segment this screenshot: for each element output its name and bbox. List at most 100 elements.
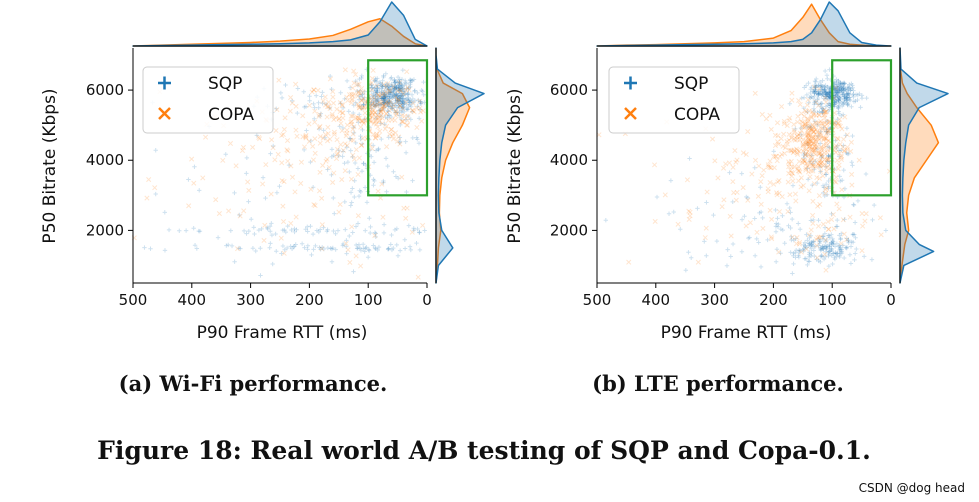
copa-point [806,138,812,144]
sqp-point [802,150,807,156]
sqp-point [310,185,316,190]
copa-point [381,103,387,109]
sqp-point [831,242,836,247]
copa-point [806,188,812,194]
sqp-point [704,200,709,205]
sqp-point [815,133,821,139]
copa-point [146,176,152,183]
sqp-point [820,87,825,92]
sqp-point [359,73,364,79]
sqp-point [415,90,420,96]
copa-point [802,159,808,165]
right-marginal-lte [899,47,949,284]
sqp-point [849,81,854,86]
sqp-point [385,101,390,106]
sqp-point [347,233,352,239]
sqp-point [186,177,191,182]
sqp-point [836,78,841,84]
sqp-point [823,245,829,250]
sqp-point [839,250,845,256]
sqp-point [864,95,869,101]
copa-point [817,125,823,131]
sqp-point [387,90,393,96]
sqp-point [292,229,297,235]
sqp-point [385,115,390,121]
sqp-point [838,96,843,102]
copa-point [805,139,811,145]
sqp-point [419,87,424,93]
sqp-point [837,233,842,238]
copa-point [308,186,314,192]
sqp-point [824,90,829,96]
copa-point [812,157,818,163]
sqp-point [757,210,762,216]
sqp-point [376,146,381,151]
copa-point [385,117,391,124]
copa-point [848,148,854,154]
sqp-point [821,190,826,196]
sqp-point [821,246,826,252]
sqp-point [387,90,393,95]
copa-point [343,241,349,247]
copa-point [789,97,795,103]
sqp-point [841,101,846,106]
sqp-point [344,145,349,150]
sqp-point [367,216,372,221]
copa-point [813,99,819,105]
sqp-point [382,100,387,105]
sqp-point [831,239,836,244]
copa-point [808,126,814,132]
sqp-point [343,227,348,232]
sqp-point [404,102,409,107]
sqp-point [373,115,379,121]
sqp-point [379,136,384,142]
sqp-point [402,237,408,242]
copa-point [805,97,811,103]
sqp-point [379,83,385,89]
copa-point [805,169,812,175]
sqp-point [362,89,367,94]
sqp-point [330,245,336,251]
sqp-point [826,127,832,132]
sqp-point [393,96,398,101]
sqp-point [390,105,395,110]
sqp-point [309,252,314,258]
sqp-point [845,97,850,103]
copa-point [811,144,818,150]
sqp-point [857,91,862,97]
sqp-point [400,102,405,107]
sqp-point [835,116,840,122]
sqp-point [810,161,815,166]
sqp-point [278,90,284,96]
sqp-point [375,98,381,104]
sqp-point [836,83,842,89]
sqp-point [376,108,382,113]
copa-point [806,132,812,138]
copa-point [377,195,384,201]
sqp-point [773,229,779,234]
copa-point [395,99,401,105]
sqp-point [838,246,843,252]
sqp-point [848,86,854,91]
copa-point [379,104,385,110]
sqp-point [784,201,790,206]
sqp-point [829,247,835,253]
copa-point [419,118,425,124]
sqp-point [807,259,812,264]
sqp-point [372,78,377,83]
sqp-point [311,247,316,252]
sqp-point [825,92,830,98]
sqp-point [351,103,356,108]
copa-point [824,150,830,156]
sqp-point [288,244,293,249]
sqp-point [823,90,828,95]
copa-point [800,124,806,130]
sqp-point [816,92,821,97]
copa-point [780,143,786,149]
sqp-point [400,97,406,103]
sqp-point [399,82,404,88]
sqp-point [398,97,403,103]
sqp-point [805,177,811,182]
sqp-point [859,93,865,98]
